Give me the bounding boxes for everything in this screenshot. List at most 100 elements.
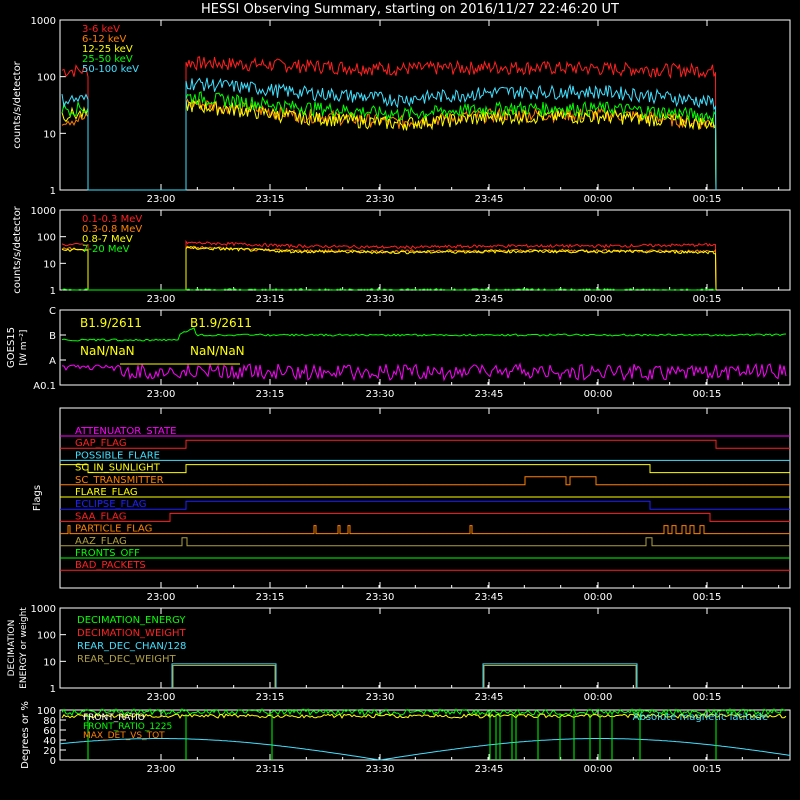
- y-tick-label: B: [49, 331, 56, 342]
- time-tick-label: 00:15: [693, 692, 722, 703]
- flag-label: AAZ_FLAG: [75, 536, 127, 547]
- y-tick-label: 10: [43, 129, 56, 140]
- y-tick-label: 100: [37, 631, 56, 642]
- y-tick-label: C: [49, 306, 56, 317]
- legend-entry: 0.3-0.8 MeV: [82, 224, 142, 235]
- goes-short-flux-line: [61, 362, 787, 382]
- time-tick-label: 23:45: [475, 294, 504, 305]
- time-tick-label: 23:30: [366, 592, 395, 603]
- time-tick-label: 23:45: [475, 389, 504, 400]
- time-tick-label: 00:00: [584, 389, 613, 400]
- legend-entry: REAR_DEC_CHAN/128: [77, 641, 186, 652]
- y-tick-label: 10: [43, 657, 56, 668]
- time-tick-label: 23:00: [147, 692, 176, 703]
- flag-label: ATTENUATOR_STATE: [75, 426, 176, 437]
- time-tick-label: 23:15: [256, 764, 285, 775]
- y-tick-label: 1: [50, 286, 56, 297]
- y-axis-label: counts/s/detector: [12, 60, 23, 148]
- time-tick-label: 23:30: [366, 194, 395, 205]
- legend-entry: 3-6 keV: [82, 24, 120, 35]
- y-axis-label: GOES15: [6, 327, 17, 368]
- magnetic-latitude-label: Absolute magnetic latitude: [633, 712, 768, 723]
- panel-goes: 23:00 23:15 23:30 23:45 00:00 00:15 A0.1 A B C GOE…: [6, 306, 791, 400]
- legend-entry: DECIMATION_WEIGHT: [77, 628, 186, 639]
- y-axis-unit: [W m⁻²]: [19, 330, 29, 366]
- time-tick-label: 23:15: [256, 389, 285, 400]
- series-line-6-12-kev: [61, 98, 717, 191]
- time-tick-label: 23:45: [475, 592, 504, 603]
- goes-annotation: NaN/NaN: [80, 344, 135, 358]
- panel-decimation: 23:00 23:15 23:30 23:45 00:00 00:15 1 10 100 1000…: [7, 604, 791, 703]
- y-tick-label: A: [49, 356, 56, 367]
- y-axis-label: ENERGY or weight: [19, 607, 29, 689]
- time-tick-label: 00:15: [693, 294, 722, 305]
- rear-dec-weight-step: [483, 664, 637, 688]
- y-tick-label: 0: [50, 756, 56, 767]
- series-line-50-100-kev: [61, 77, 717, 191]
- time-tick-label: 00:15: [693, 194, 722, 205]
- flag-label: SC_TRANSMITTER: [75, 475, 164, 486]
- front-ratio-line: [61, 713, 787, 719]
- panel-frame: [59, 209, 791, 291]
- time-tick-label: 23:00: [147, 194, 176, 205]
- y-tick-label: 60: [43, 726, 56, 737]
- panel-rates_low: 23:00 23:15 23:30 23:45 00:00 00:15 1 10 100 1000…: [12, 16, 791, 205]
- y-tick-label: 100: [37, 706, 56, 717]
- rear-dec-chan-step: [482, 663, 638, 688]
- y-tick-label: 10: [43, 259, 56, 270]
- flag-line: [60, 512, 790, 522]
- legend-entry: 6-12 keV: [82, 34, 126, 45]
- rear-dec-chan-step: [171, 663, 277, 688]
- y-tick-label: 40: [43, 736, 56, 747]
- panel-frame: [59, 607, 791, 689]
- panel-flags: 23:00 23:15 23:30 23:45 00:00 00:15 Flags ATTEN…: [32, 407, 791, 603]
- legend-entry: REAR_DEC_WEIGHT: [77, 654, 176, 665]
- y-tick-label: 20: [43, 746, 56, 757]
- time-tick-label: 23:15: [256, 294, 285, 305]
- panel-rates_high: 23:00 23:15 23:30 23:45 00:00 00:15 1 10 100 1000…: [12, 205, 791, 305]
- legend-entry: 50-100 keV: [82, 64, 139, 75]
- goes-annotation: B1.9/2611: [80, 316, 142, 330]
- legend-entry: FRONT_RATIO_1225: [83, 722, 172, 732]
- legend-entry: 12-25 keV: [82, 44, 133, 55]
- time-tick-label: 00:15: [693, 764, 722, 775]
- front-ratio-1225-line: [61, 707, 787, 717]
- flag-line: [60, 476, 790, 486]
- flag-label: FLARE_FLAG: [75, 487, 138, 498]
- time-tick-label: 23:15: [256, 692, 285, 703]
- time-tick-label: 23:45: [475, 764, 504, 775]
- panel-frame: [59, 709, 791, 761]
- series-line-0-8-7-mev: [61, 246, 717, 291]
- legend-entry: DECIMATION_ENERGY: [77, 615, 186, 626]
- time-tick-label: 00:00: [584, 764, 613, 775]
- y-axis-label: counts/s/detector: [12, 205, 23, 293]
- rear-dec-weight-step: [172, 664, 276, 688]
- y-tick-label: 80: [43, 716, 56, 727]
- time-tick-label: 23:30: [366, 692, 395, 703]
- legend-entry: 7-20 MeV: [82, 244, 130, 255]
- time-tick-label: 23:30: [366, 389, 395, 400]
- series-line-3-6-kev: [61, 56, 717, 191]
- legend-entry: MAX_DET_VS_TOT: [83, 731, 165, 741]
- time-tick-label: 00:00: [584, 592, 613, 603]
- time-tick-label: 23:15: [256, 592, 285, 603]
- goes-long-flux-line: [61, 327, 787, 342]
- series-line-12-25-kev: [61, 99, 717, 191]
- goes-annotation: NaN/NaN: [190, 344, 245, 358]
- panel-frame: [59, 407, 791, 589]
- time-tick-label: 23:00: [147, 389, 176, 400]
- series-line-7-20-mev: [61, 287, 716, 291]
- series-line-25-50-kev: [61, 91, 717, 191]
- legend-entry: 25-50 keV: [82, 54, 133, 65]
- time-tick-label: 23:45: [475, 692, 504, 703]
- time-tick-label: 23:00: [147, 764, 176, 775]
- flag-label: GAP_FLAG: [75, 438, 127, 449]
- flag-label: SC_IN_SUNLIGHT: [75, 463, 161, 474]
- y-tick-label: 100: [37, 233, 56, 244]
- flag-label: SAA_FLAG: [75, 511, 126, 522]
- legend-entry: 0.1-0.3 MeV: [82, 214, 142, 225]
- time-tick-label: 00:15: [693, 592, 722, 603]
- time-tick-label: 00:00: [584, 194, 613, 205]
- time-tick-label: 23:45: [475, 194, 504, 205]
- panel-frame: [59, 309, 791, 386]
